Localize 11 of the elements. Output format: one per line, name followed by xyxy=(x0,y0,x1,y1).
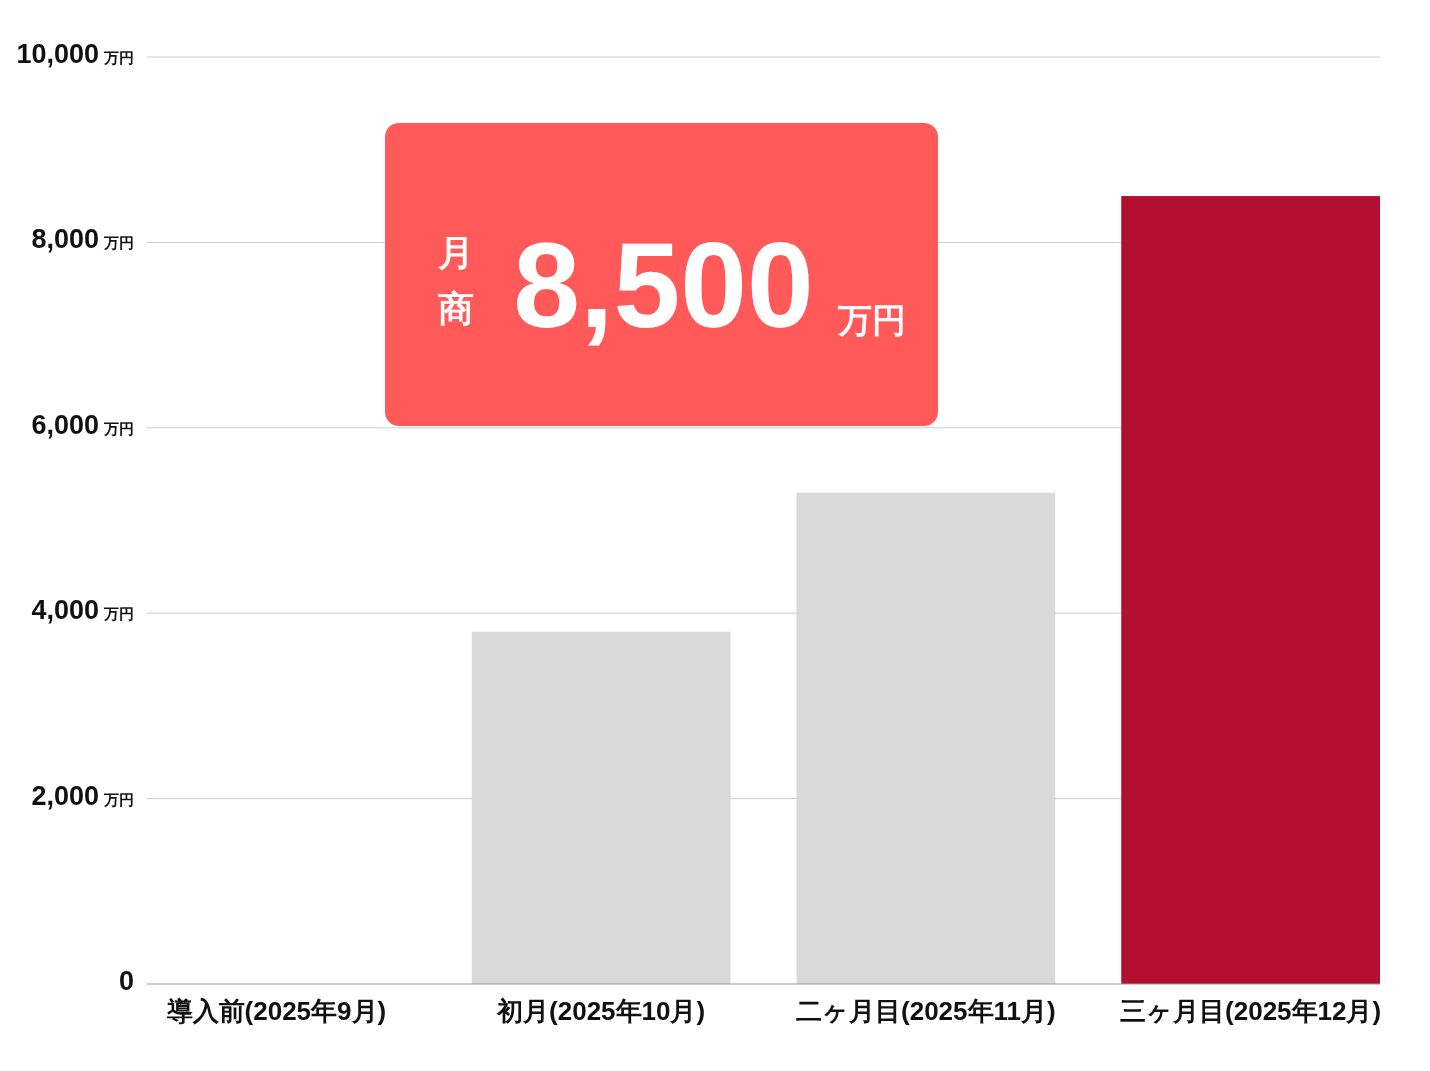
y-tick-label: 0 xyxy=(118,966,134,996)
y-tick-label: 8,000 万円 xyxy=(31,224,134,255)
y-tick-label: 4,000 万円 xyxy=(31,595,134,626)
y-tick-label: 10,000 万円 xyxy=(16,39,134,69)
x-tick-label: 導入前(2025年9月) xyxy=(166,996,387,1026)
y-tick-label: 2,000 万円 xyxy=(31,780,134,811)
x-tick-label: 二ヶ月目(2025年11月) xyxy=(796,996,1056,1026)
x-tick-label: 三ヶ月目(2025年12月) xyxy=(1120,996,1382,1026)
y-tick-label: 6,000 万円 xyxy=(31,409,134,440)
x-tick-label: 初月(2025年10月) xyxy=(497,996,706,1026)
annotation: 月商 8,500 万円 xyxy=(438,218,907,352)
